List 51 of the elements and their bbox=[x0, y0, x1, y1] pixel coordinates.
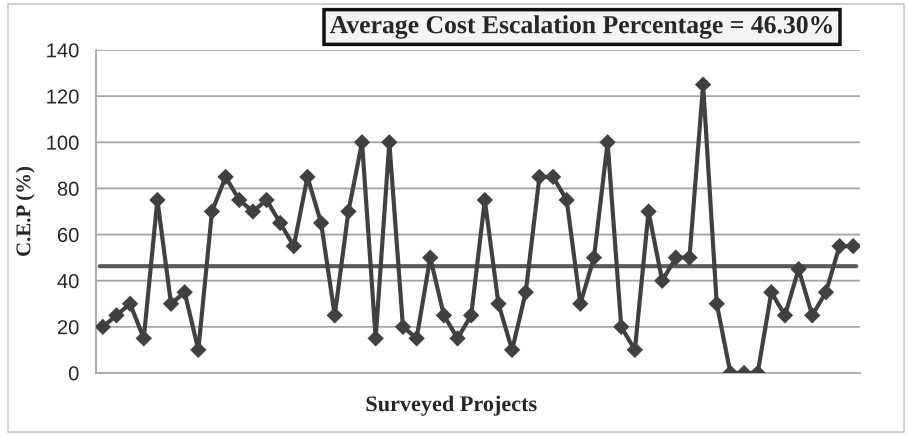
point bbox=[558, 192, 575, 208]
point bbox=[313, 215, 330, 231]
chart-title: Average Cost Escalation Percentage = 46.30% bbox=[330, 15, 832, 39]
point bbox=[286, 238, 302, 254]
y-axis-title: C.E.P (%) bbox=[16, 166, 35, 256]
point bbox=[218, 168, 234, 185]
point bbox=[272, 215, 288, 231]
point bbox=[395, 318, 411, 335]
point bbox=[654, 272, 670, 289]
point bbox=[613, 318, 630, 335]
point bbox=[463, 307, 480, 324]
point bbox=[490, 296, 506, 312]
y-tick-label: 40 bbox=[57, 274, 79, 288]
point bbox=[108, 307, 124, 324]
y-tick-label: 80 bbox=[58, 182, 79, 196]
point bbox=[149, 192, 166, 208]
y-tick-label: 140 bbox=[47, 43, 79, 58]
y-tick-label: 20 bbox=[58, 320, 79, 334]
point bbox=[340, 204, 356, 220]
point bbox=[845, 238, 860, 254]
point bbox=[190, 342, 206, 358]
point bbox=[450, 330, 466, 346]
point bbox=[682, 250, 698, 266]
point bbox=[668, 250, 684, 266]
point bbox=[436, 307, 452, 324]
point bbox=[832, 238, 848, 254]
point bbox=[708, 296, 725, 312]
point bbox=[96, 318, 111, 335]
point bbox=[176, 284, 193, 300]
y-tick-label: 0 bbox=[68, 366, 79, 380]
y-tick-label: 60 bbox=[58, 228, 79, 242]
point bbox=[244, 204, 261, 220]
point bbox=[763, 284, 780, 300]
y-tick-label: 100 bbox=[47, 136, 79, 150]
point bbox=[777, 307, 793, 324]
point bbox=[586, 250, 602, 266]
point bbox=[531, 168, 548, 185]
point bbox=[545, 168, 561, 185]
point bbox=[790, 261, 807, 278]
point bbox=[408, 330, 425, 346]
point bbox=[626, 342, 643, 358]
y-tick-label: 120 bbox=[47, 89, 79, 104]
point bbox=[818, 284, 834, 300]
point bbox=[163, 296, 179, 312]
point bbox=[518, 284, 534, 300]
point bbox=[204, 204, 220, 220]
point bbox=[804, 307, 820, 324]
point bbox=[231, 192, 248, 208]
x-axis-title: Surveyed Projects bbox=[366, 396, 537, 416]
point bbox=[122, 296, 138, 312]
point bbox=[258, 192, 274, 208]
